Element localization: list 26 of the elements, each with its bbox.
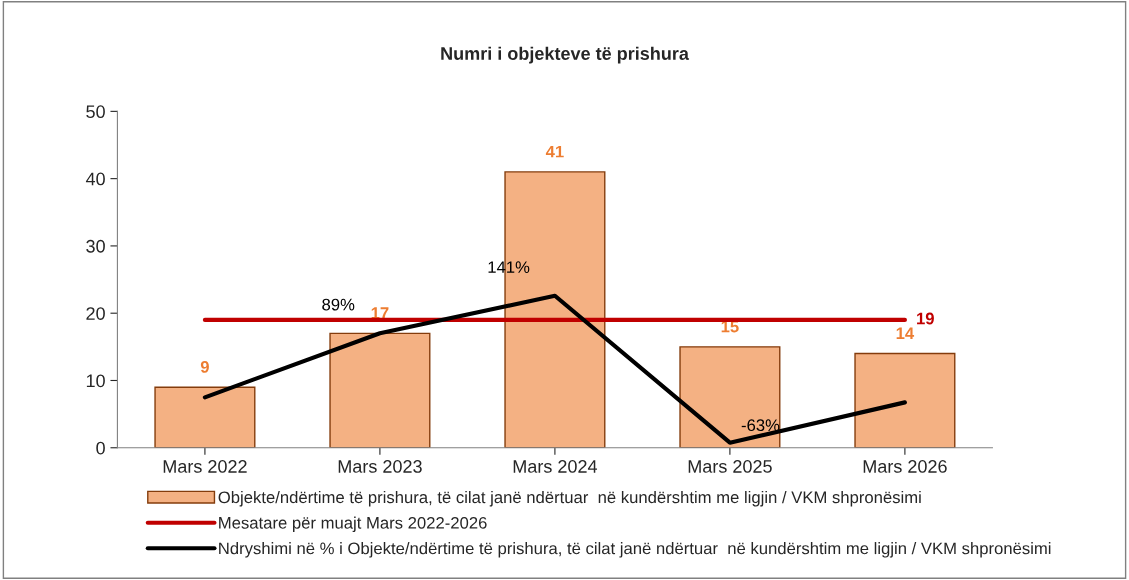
data-label: 141% (488, 261, 530, 273)
data-label: 9 (200, 361, 209, 373)
bar (329, 332, 431, 448)
legend-label: Ndryshimi në % i Objekte/ndërtime të prishura, të cilat janë ndërtuar në kundërshtim me ligjin / VKM shpronësimi (219, 542, 1051, 558)
y-tick-label: 20 (86, 307, 105, 320)
bar (854, 352, 956, 448)
chart-title: Numri i objekteve të prishura (441, 46, 690, 64)
bar (154, 386, 256, 448)
data-label: 19 (917, 312, 934, 325)
y-tick-label: 50 (86, 105, 105, 119)
data-label: 41 (545, 145, 564, 158)
bar (679, 346, 781, 448)
y-tick-label: 40 (85, 172, 105, 186)
legend-label: Objekte/ndërtime të prishura, të cilat janë ndërtuar në kundërshtim me ligjin / VKM shpronësimi (218, 490, 921, 507)
x-tick-label: Mars 2024 (513, 460, 598, 473)
x-tick-label: Mars 2026 (863, 460, 947, 473)
data-label: 89% (322, 298, 355, 311)
data-label: 14 (896, 327, 915, 339)
data-label: -63% (741, 419, 780, 432)
y-tick-label: 0 (96, 441, 105, 455)
x-tick-label: Mars 2023 (338, 460, 422, 473)
y-tick-label: 10 (86, 374, 105, 388)
x-tick-label: Mars 2025 (688, 460, 772, 473)
x-tick-label: Mars 2022 (163, 460, 247, 473)
y-tick-label: 30 (86, 239, 105, 253)
legend-label: Mesatare për muajt Mars 2022-2026 (219, 516, 487, 533)
